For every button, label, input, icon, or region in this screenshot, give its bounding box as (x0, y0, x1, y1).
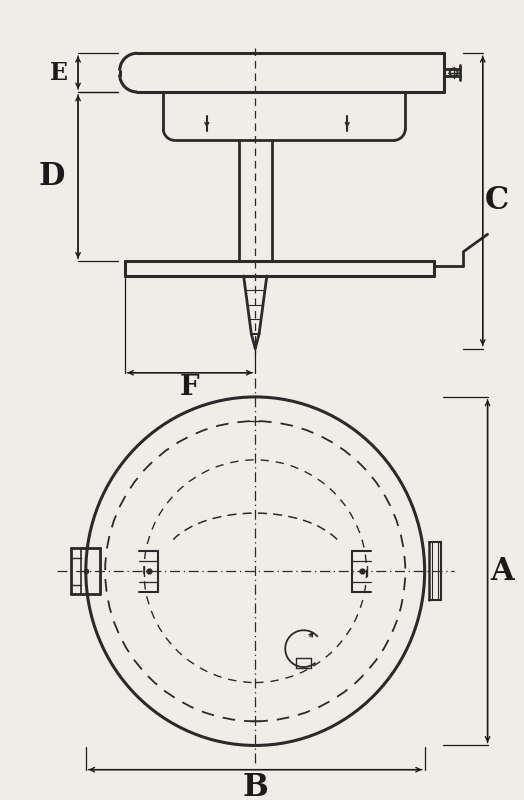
Text: F: F (180, 374, 199, 401)
Text: B: B (242, 771, 268, 800)
Text: E: E (50, 61, 68, 85)
Text: A: A (490, 556, 514, 586)
Text: C: C (485, 185, 509, 216)
Text: D: D (39, 161, 65, 192)
